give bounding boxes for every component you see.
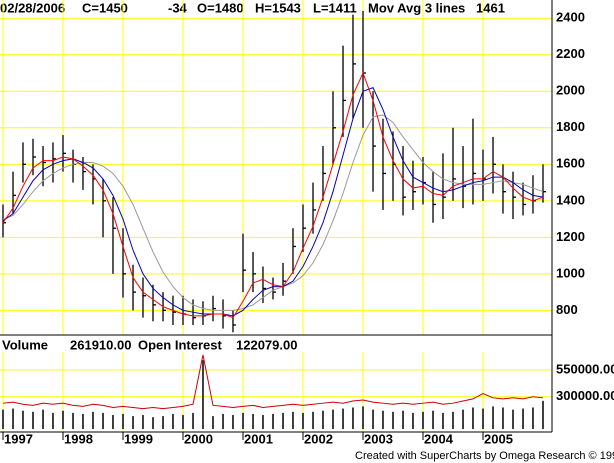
x-tick-label: 2001	[244, 431, 273, 446]
x-tick-label: 1999	[124, 431, 153, 446]
volume-title: Volume	[2, 337, 48, 352]
moving-average	[2, 71, 544, 319]
footer: Created with SuperCharts by Omega Resear…	[355, 450, 614, 462]
y-tick-label: 300000.00	[556, 388, 614, 403]
x-tick-label: 1997	[4, 431, 33, 446]
date: 02/28/2006	[0, 0, 65, 15]
y-tick-label: 1200	[556, 229, 585, 244]
oi-title: Open Interest	[138, 337, 222, 352]
moving-average	[2, 87, 544, 317]
y-tick-label: 800	[556, 302, 578, 317]
y-tick-label: 1600	[556, 156, 585, 171]
x-tick-label: 1998	[64, 431, 93, 446]
study-value: 1461	[476, 0, 505, 15]
y-tick-label: 2000	[556, 83, 585, 98]
x-tick-label: 2003	[364, 431, 393, 446]
volume-value: 261910.00	[70, 337, 131, 352]
y-tick-label: 1400	[556, 192, 585, 207]
low-stat: L=1411	[313, 0, 357, 15]
x-tick-label: 2005	[484, 431, 513, 446]
close-stat: C=1450	[82, 0, 128, 15]
x-tick-label: 2002	[304, 431, 333, 446]
open-stat: O=1480	[197, 0, 244, 15]
x-tick-label: 2004	[424, 431, 454, 446]
y-tick-label: 550000.00	[556, 361, 614, 376]
oi-value: 122079.00	[236, 337, 297, 352]
y-tick-label: 1800	[556, 119, 585, 134]
x-tick-label: 2000	[184, 431, 213, 446]
high-stat: H=1543	[255, 0, 301, 15]
y-tick-label: 1000	[556, 265, 585, 280]
y-tick-label: 2200	[556, 46, 585, 61]
open-interest-line	[2, 354, 544, 410]
y-tick-label: 2400	[556, 10, 585, 25]
moving-average	[2, 114, 544, 311]
study-name: Mov Avg 3 lines	[368, 0, 465, 15]
change-stat: -34	[168, 0, 188, 15]
